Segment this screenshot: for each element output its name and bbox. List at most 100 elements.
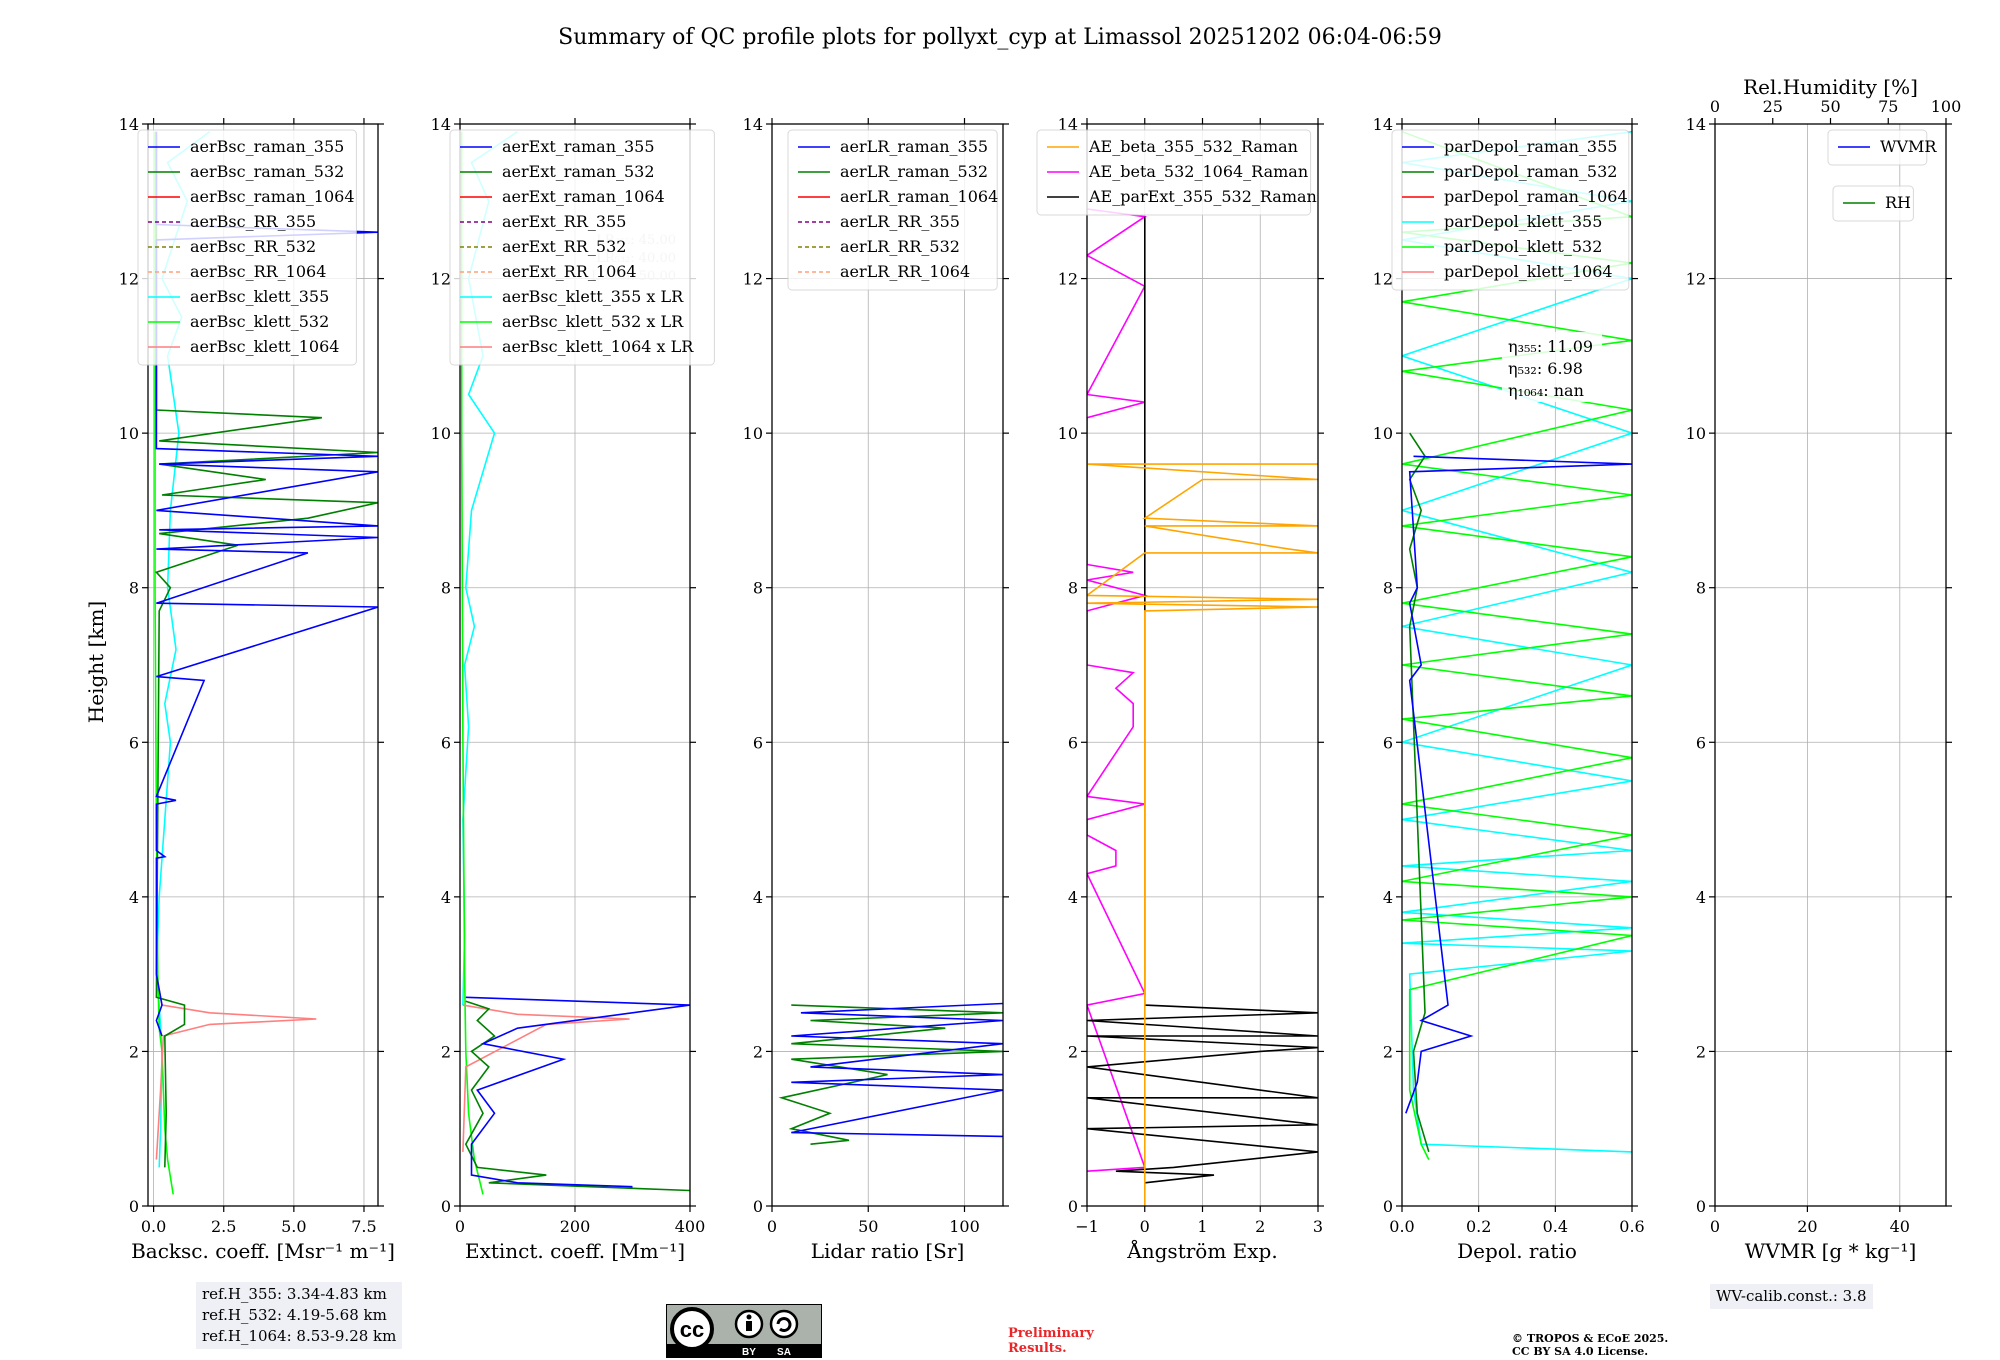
panel-depol: 0.0 0.2 0.4 0.6 0 2 4 6 8 10 12 14 Depol. ratio η₃₅₅:… [1373,115,1645,1263]
series-aerLR_raman_355 [791,1002,1003,1138]
cc-logo-icon [670,1307,714,1351]
legend-label-3: parDepol_klett_355 [1444,212,1602,231]
x-tick-label-3: 0.6 [1619,1217,1644,1236]
y-tick-label-1: 2 [129,1042,139,1061]
y-tick-label-0: 0 [1696,1197,1706,1216]
x-tick-label-1: 2.5 [211,1217,236,1236]
y-tick-label-2: 4 [1068,888,1078,907]
legend-label-1: aerLR_raman_532 [840,162,988,181]
legend-label-2: aerLR_raman_1064 [840,187,998,206]
y-tick-label-6: 12 [743,270,763,289]
legend-label-0: aerBsc_raman_355 [190,137,344,156]
legend-label-2: parDepol_raman_1064 [1444,187,1628,206]
cc-mark: cc [680,1317,704,1342]
legend-label-3: aerExt_RR_355 [502,212,626,231]
y-tick-label-0: 0 [753,1197,763,1216]
x-tick-label-4: 3 [1313,1217,1323,1236]
legend-label-8: aerBsc_klett_1064 x LR [502,337,694,356]
legend-label-4: aerLR_RR_532 [840,237,960,256]
y-tick-label-5: 10 [1373,424,1393,443]
x-tick-label-0: 0 [767,1217,777,1236]
legend-label-5: aerExt_RR_1064 [502,262,637,281]
y-tick-label-7: 14 [1373,115,1393,134]
x-tick-label-2: 400 [675,1217,706,1236]
y-tick-label-3: 6 [753,733,763,752]
series-group [778,1002,1003,1145]
y-tick-label-1: 2 [1068,1042,1078,1061]
legend-box [1036,129,1312,216]
y-tick-label-4: 8 [129,579,139,598]
y-tick-label-4: 8 [753,579,763,598]
series-AE_parExt_355_532_Raman [1087,216,1318,1184]
legend-label-2: AE_parExt_355_532_Raman [1088,187,1317,206]
panel-bsc: 0.0 2.5 5.0 7.5 0 2 4 6 8 10 12 14 Backsc. coeff. [M… [119,115,395,1263]
series-aerBsc_klett_1064 [155,973,317,1160]
top-tick-label-1: 25 [1763,97,1783,116]
series-aerLR_raman_532 [778,1004,1003,1145]
eta-annotation-bg [1502,332,1602,402]
cc-by-label: BY [742,1347,756,1358]
y-tick-label-0: 0 [129,1197,139,1216]
legend-box [137,129,357,366]
y-tick-label-2: 4 [1696,888,1706,907]
cc-sa-label: SA [777,1347,791,1358]
y-tick-label-1: 2 [1696,1042,1706,1061]
y-tick-label-4: 8 [1383,579,1393,598]
series-aerBsc_klett_1064 x LR [462,1004,630,1152]
legend-label-4: parDepol_klett_532 [1444,237,1602,256]
series-AE_beta_532_1064_Raman [1087,208,1148,1172]
x-tick-label-1: 200 [560,1217,591,1236]
x-tick-label-1: 50 [858,1217,878,1236]
legend-label-0: AE_beta_355_532_Raman [1088,137,1298,156]
wv-calib-const: WV-calib.const.: 3.8 [1716,1287,1867,1305]
legend-label-1: AE_beta_532_1064_Raman [1088,162,1308,181]
legend-rh: RH [1832,185,1914,222]
eta-annotation-2: η₁₀₆₄: nan [1508,381,1584,400]
y-tick-label-7: 14 [743,115,763,134]
y-tick-label-7: 14 [431,115,451,134]
y-axis-label: Height [km] [84,601,108,723]
y-tick-label-1: 2 [753,1042,763,1061]
legend-label-5: aerBsc_RR_1064 [190,262,326,281]
top-axis-label: Rel.Humidity [%] [1743,75,1918,99]
eta-annotation-0: η₃₅₅: 11.09 [1508,337,1593,356]
legend-label-2: aerExt_raman_1064 [502,187,665,206]
legend: aerLR_raman_355 aerLR_raman_532 aerLR_rama… [787,129,998,291]
legend-label-7: aerBsc_klett_532 x LR [502,312,684,331]
series-group [1087,208,1318,1206]
x-tick-label-2: 0.4 [1543,1217,1568,1236]
top-tick-label-3: 75 [1878,97,1898,116]
legend-box [1391,129,1630,291]
y-tick-label-2: 4 [441,888,451,907]
y-tick-label-6: 12 [119,270,139,289]
y-tick-label-7: 14 [119,115,139,134]
top-tick-label-4: 100 [1931,97,1962,116]
series-aerBsc_raman_355 [155,131,378,1037]
y-tick-label-5: 10 [1686,424,1706,443]
legend-label-1: aerBsc_raman_532 [190,162,344,181]
figure-title: Summary of QC profile plots for pollyxt_… [558,25,1442,50]
x-tick-label-2: 5.0 [281,1217,306,1236]
x-tick-label-0: 0 [455,1217,465,1236]
legend-label-0: aerExt_raman_355 [502,137,655,156]
x-tick-label-2: 1 [1197,1217,1207,1236]
legend-label-8: aerBsc_klett_1064 [190,337,339,356]
panel-wv: 0 20 40 0 2 4 6 8 10 12 14 WVMR [g * kg⁻¹] 0 25 50 75 10… [1686,75,1962,1263]
axes-frame [1401,123,1633,1207]
y-tick-label-2: 4 [129,888,139,907]
y-tick-label-2: 4 [1383,888,1393,907]
x-tick-label-0: 0.0 [1389,1217,1414,1236]
refh-1064: ref.H_1064: 8.53-9.28 km [202,1327,397,1345]
legend-label-5: parDepol_klett_1064 [1444,262,1613,281]
legend-label-0: WVMR [1880,137,1937,156]
legend-label-4: aerExt_RR_532 [502,237,626,256]
series-parDepol_raman_355 [1405,455,1632,1114]
series-aerExt_raman_355 [465,996,690,1188]
series-group [1402,130,1632,1160]
series-aerBsc_klett_532 x LR [460,131,484,1195]
series-aerExt_raman_532 [464,1000,690,1192]
y-tick-label-6: 12 [1373,270,1393,289]
panel-lr: 0 50 100 0 2 4 6 8 10 12 14 Lidar ratio [Sr] aerLR_r… [743,115,1009,1263]
y-tick-label-0: 0 [1068,1197,1078,1216]
